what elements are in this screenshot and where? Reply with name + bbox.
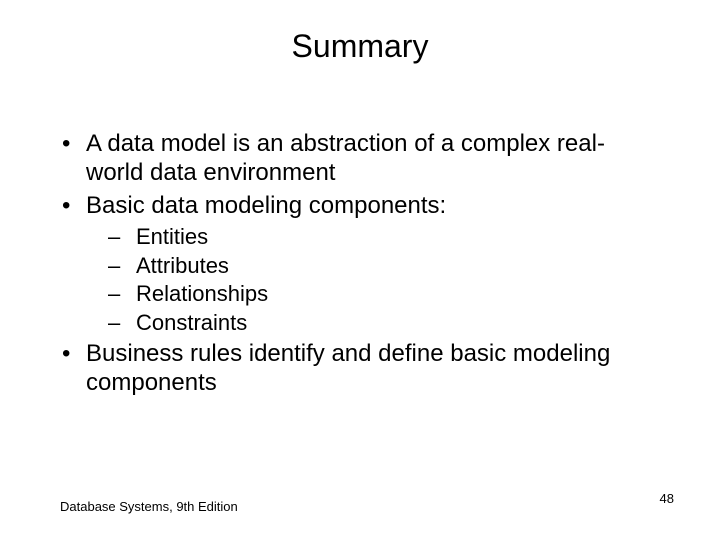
sub-bullet-text: Attributes [136, 253, 229, 278]
sub-bullet-list: Entities Attributes Relationships Constr… [86, 224, 660, 336]
bullet-item: Business rules identify and define basic… [60, 340, 660, 398]
bullet-list: A data model is an abstraction of a comp… [60, 130, 660, 398]
slide-number: 48 [660, 491, 674, 506]
sub-bullet-item: Entities [86, 224, 660, 250]
bullet-text: A data model is an abstraction of a comp… [86, 130, 605, 186]
bullet-item: Basic data modeling components: Entities… [60, 192, 660, 336]
bullet-text: Business rules identify and define basic… [86, 340, 610, 396]
footer-source: Database Systems, 9th Edition [60, 499, 238, 514]
slide-body: A data model is an abstraction of a comp… [60, 130, 660, 402]
sub-bullet-text: Relationships [136, 281, 268, 306]
slide-title: Summary [0, 28, 720, 65]
sub-bullet-text: Entities [136, 224, 208, 249]
sub-bullet-item: Attributes [86, 253, 660, 279]
sub-bullet-item: Relationships [86, 281, 660, 307]
slide: Summary A data model is an abstraction o… [0, 0, 720, 540]
bullet-text: Basic data modeling components: [86, 192, 446, 219]
bullet-item: A data model is an abstraction of a comp… [60, 130, 660, 188]
sub-bullet-item: Constraints [86, 310, 660, 336]
sub-bullet-text: Constraints [136, 310, 247, 335]
